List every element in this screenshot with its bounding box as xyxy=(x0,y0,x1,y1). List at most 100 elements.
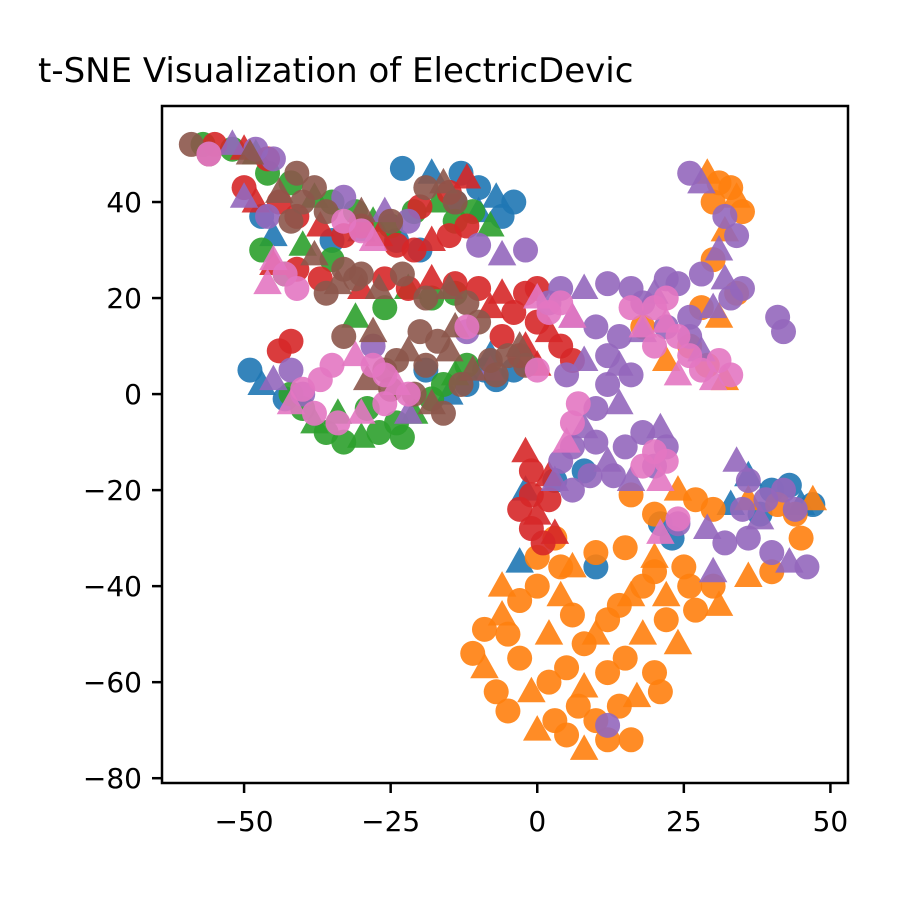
circle-point xyxy=(618,362,644,388)
circle-point xyxy=(612,645,638,671)
triangle-point xyxy=(487,278,517,304)
circle-point xyxy=(794,554,820,580)
circle-point xyxy=(407,319,433,345)
triangle-point xyxy=(347,398,376,424)
circle-point xyxy=(665,323,691,349)
circle-point xyxy=(729,496,755,522)
circle-point xyxy=(348,261,374,287)
circle-point xyxy=(642,501,668,527)
circle-point xyxy=(483,679,509,705)
circle-point xyxy=(389,424,415,450)
circle-point xyxy=(647,679,673,705)
circle-point xyxy=(237,357,263,383)
circle-point xyxy=(290,189,316,215)
circle-point xyxy=(688,261,714,287)
triangle-point xyxy=(476,211,505,237)
triangle-point xyxy=(569,734,599,760)
y-tick-label: 0 xyxy=(124,378,142,411)
triangle-point xyxy=(364,273,394,299)
circle-point xyxy=(313,280,339,306)
circle-point xyxy=(642,660,668,686)
triangle-point xyxy=(704,590,734,616)
circle-point xyxy=(554,362,580,388)
triangle-point xyxy=(259,364,288,391)
triangle-point xyxy=(558,302,587,328)
circle-point xyxy=(630,453,656,479)
triangle-point xyxy=(734,561,763,588)
circle-point xyxy=(513,237,539,263)
circle-point xyxy=(595,712,621,738)
circle-point xyxy=(554,655,580,681)
circle-point xyxy=(284,160,310,186)
triangle-point xyxy=(218,129,247,155)
circle-point xyxy=(454,290,480,316)
y-tick-label: 20 xyxy=(106,282,142,315)
triangle-point xyxy=(341,302,370,328)
circle-point xyxy=(759,540,785,566)
triangle-point xyxy=(505,331,534,357)
triangle-point xyxy=(651,580,681,607)
circle-point xyxy=(653,285,679,311)
triangle-point xyxy=(511,436,540,463)
circle-point xyxy=(595,371,621,397)
circle-point xyxy=(595,271,621,297)
circle-point xyxy=(612,434,638,460)
circle-point xyxy=(595,343,621,369)
y-tick-label: −20 xyxy=(83,474,142,507)
circle-point xyxy=(401,237,427,263)
x-tick-label: −25 xyxy=(361,805,420,838)
triangle-point xyxy=(517,676,546,703)
plot-frame xyxy=(160,104,850,785)
circle-point xyxy=(255,203,281,229)
triangle-point xyxy=(687,167,716,194)
circle-point xyxy=(583,314,609,340)
triangle-point xyxy=(470,652,499,679)
circle-point xyxy=(771,319,797,345)
x-axis: −50 −25 0 25 50 xyxy=(215,783,848,838)
circle-point xyxy=(442,189,468,215)
triangle-point xyxy=(569,273,599,299)
circle-point xyxy=(483,362,509,388)
circle-point xyxy=(413,175,439,201)
triangle-point xyxy=(581,619,611,645)
circle-point xyxy=(542,708,568,734)
triangle-point xyxy=(628,619,658,645)
triangle-point xyxy=(358,225,388,251)
circle-point xyxy=(501,299,527,325)
circle-point xyxy=(536,669,562,695)
circle-point xyxy=(724,223,750,249)
triangle-point xyxy=(229,182,259,208)
circle-point xyxy=(600,463,626,489)
triangle-point xyxy=(235,139,265,165)
circle-point xyxy=(278,208,304,234)
circle-point xyxy=(642,559,668,585)
circle-point xyxy=(395,208,421,234)
circle-point xyxy=(372,295,398,321)
circle-point xyxy=(413,285,439,311)
circle-point xyxy=(729,275,755,301)
triangle-point xyxy=(698,292,728,319)
y-tick-label: −60 xyxy=(83,666,142,699)
circle-point xyxy=(507,496,533,522)
circle-point xyxy=(548,554,574,580)
triangle-point xyxy=(487,599,517,626)
circle-point xyxy=(284,275,310,301)
circle-point xyxy=(548,290,574,316)
circle-point xyxy=(735,525,761,551)
triangle-point xyxy=(276,388,306,415)
triangle-point xyxy=(663,359,693,386)
triangle-point xyxy=(452,163,482,189)
circle-point xyxy=(466,232,492,258)
circle-point xyxy=(606,693,632,719)
circle-point xyxy=(378,208,404,234)
circle-point xyxy=(518,458,544,484)
circle-point xyxy=(430,400,456,426)
triangle-point xyxy=(693,513,722,540)
circle-point xyxy=(653,607,679,633)
circle-point xyxy=(260,146,286,172)
triangle-point xyxy=(435,273,464,299)
circle-point xyxy=(671,554,697,580)
circle-point xyxy=(489,323,515,349)
circle-point xyxy=(413,352,439,378)
triangle-point xyxy=(458,355,488,381)
